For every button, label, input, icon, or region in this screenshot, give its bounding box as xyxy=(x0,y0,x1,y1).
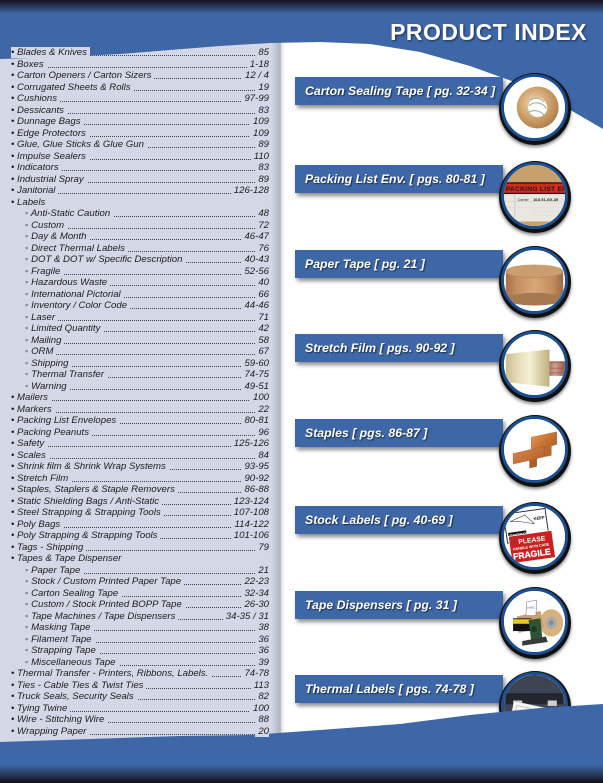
svg-text:Qty:: Qty: xyxy=(507,218,513,222)
svg-text:Carrier: Carrier xyxy=(518,198,530,202)
svg-text:10A 51-GX-39: 10A 51-GX-39 xyxy=(533,197,559,202)
svg-text:LABEL: LABEL xyxy=(527,605,536,609)
svg-text:PACKING LIST ENCL: PACKING LIST ENCL xyxy=(506,186,565,193)
